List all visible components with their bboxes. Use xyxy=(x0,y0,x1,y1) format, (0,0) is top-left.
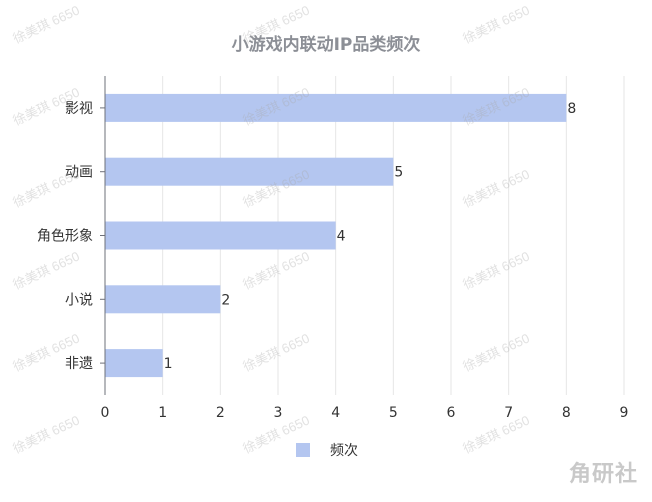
data-label: 1 xyxy=(164,356,173,372)
bar xyxy=(105,221,336,250)
x-tick-label: 6 xyxy=(447,405,456,421)
x-tick-label: 1 xyxy=(158,405,167,421)
y-category-label: 角色形象 xyxy=(37,228,93,245)
legend-swatch xyxy=(296,443,310,457)
data-label: 4 xyxy=(337,229,346,245)
x-tick-label: 4 xyxy=(331,405,340,421)
bar xyxy=(105,157,394,186)
y-category-label: 非遗 xyxy=(65,356,93,372)
x-tick-label: 5 xyxy=(389,405,398,421)
x-tick-label: 2 xyxy=(216,405,225,421)
data-labels: 8 5 4 2 1 xyxy=(164,101,577,372)
x-tick-label: 9 xyxy=(620,405,629,421)
y-category-label: 小说 xyxy=(65,292,93,308)
bar xyxy=(105,93,567,122)
site-logo: 角研社 xyxy=(568,462,638,487)
x-tick-label: 7 xyxy=(504,405,513,421)
bar xyxy=(105,285,221,314)
x-tick-label: 8 xyxy=(562,405,571,421)
legend-label: 频次 xyxy=(330,443,358,459)
x-tick-label: 3 xyxy=(274,405,283,421)
bar xyxy=(105,349,163,378)
bars xyxy=(105,93,567,378)
data-label: 8 xyxy=(567,101,576,117)
data-label: 5 xyxy=(394,165,403,181)
y-category-label: 影视 xyxy=(65,101,93,117)
x-tick-label: 0 xyxy=(101,405,110,421)
chart-title: 小游戏内联动IP品类频次 xyxy=(231,35,421,55)
y-category-label: 动画 xyxy=(65,165,93,181)
legend: 频次 xyxy=(296,443,358,459)
data-label: 2 xyxy=(221,292,230,308)
